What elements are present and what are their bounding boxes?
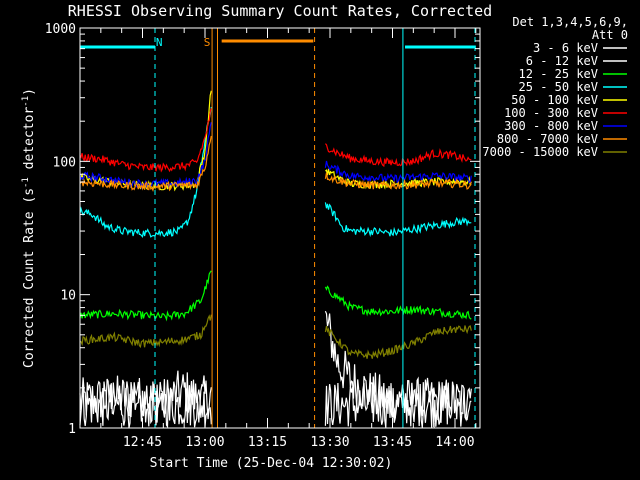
x-tick-label: 12:45 — [123, 435, 162, 450]
series-line-2-part-2 — [324, 382, 472, 428]
legend-label-4: 25 - 50 keV — [519, 80, 598, 94]
series-line-4-part-2 — [324, 202, 472, 238]
series-line-8-part-1 — [79, 135, 212, 192]
legend-label-1: 3 - 6 keV — [533, 41, 598, 55]
y-tick-label: 10 — [60, 289, 76, 304]
legend-attenuator: Att 0 — [592, 28, 628, 42]
series-line-6-part-2 — [324, 143, 472, 168]
flag-n: N — [156, 36, 163, 49]
legend-label-7: 300 - 800 keV — [504, 119, 598, 133]
y-tick-label: 1000 — [45, 22, 76, 37]
legend-label-8: 800 - 7000 keV — [497, 132, 598, 146]
series-line-6-part-1 — [79, 108, 212, 173]
y-axis-label: Corrected Count Rate (s-1 detector-1) — [21, 88, 37, 368]
legend-label-2: 6 - 12 keV — [526, 54, 598, 68]
flag-s: S — [204, 36, 211, 49]
series-line-4-part-1 — [79, 106, 212, 239]
chart-title: RHESSI Observing Summary Count Rates, Co… — [68, 2, 492, 20]
x-tick-label: 14:00 — [435, 435, 474, 450]
period-lines — [79, 28, 476, 428]
series-line-3-part-2 — [324, 285, 472, 320]
legend-header: Det 1,3,4,5,6,9, — [512, 15, 628, 29]
plot-frame — [79, 27, 481, 429]
series-line-8-part-2 — [324, 172, 472, 190]
legend-label-3: 12 - 25 keV — [519, 67, 598, 81]
series-line-9-part-1 — [79, 314, 212, 349]
series-line-3-part-1 — [79, 270, 212, 322]
x-tick-label: 13:45 — [373, 435, 412, 450]
series-layer — [79, 90, 472, 429]
x-tick-label: 13:30 — [310, 435, 349, 450]
axes: 1 10 100 1000 12:45 13:00 13:15 13:30 13:45 14:00 — [45, 22, 481, 450]
x-tick-label: 13:00 — [185, 435, 224, 450]
y-tick-label: 1 — [68, 422, 76, 437]
x-tick-label: 13:15 — [248, 435, 287, 450]
series-line-9-part-2 — [324, 325, 472, 359]
legend-label-9: 7000 - 15000 keV — [482, 145, 598, 159]
series-line-2-part-1 — [79, 381, 212, 429]
y-tick-label: 100 — [53, 155, 76, 170]
legend-label-6: 100 - 300 keV — [504, 106, 598, 120]
legend-label-5: 50 - 100 keV — [511, 93, 598, 107]
x-axis-label: Start Time (25-Dec-04 12:30:02) — [150, 456, 393, 471]
